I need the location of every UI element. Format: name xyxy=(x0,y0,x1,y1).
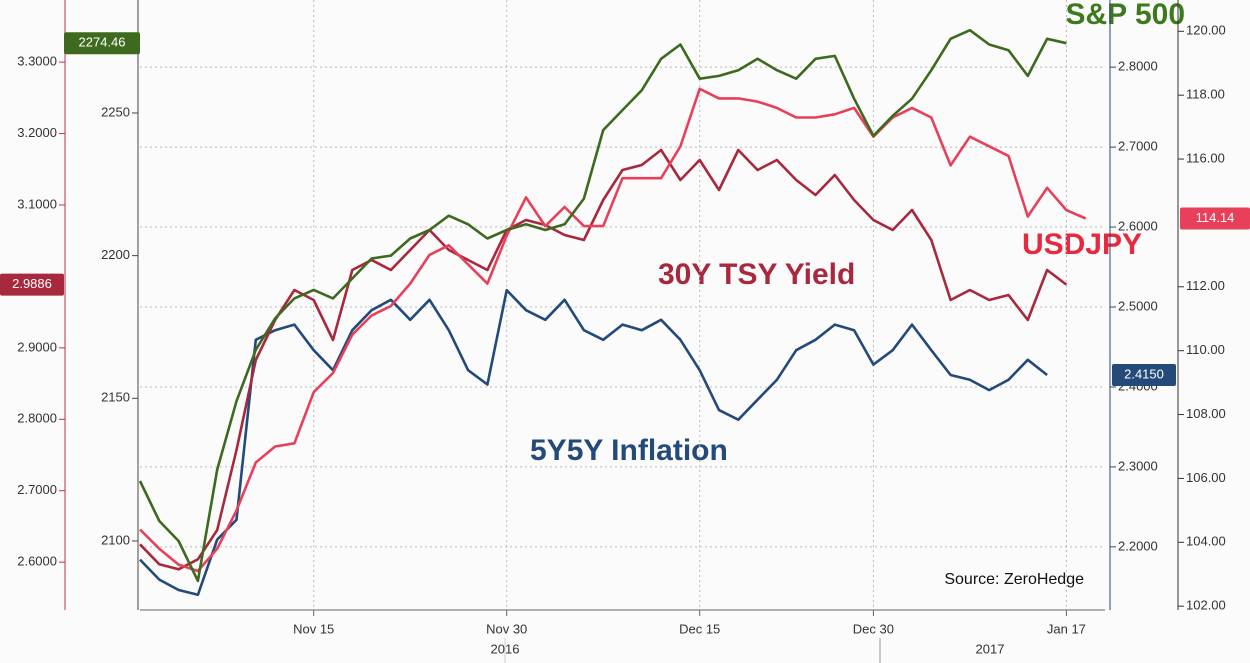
y-tick-label: 106.00 xyxy=(1186,470,1226,485)
y-tick-label: 104.00 xyxy=(1186,534,1226,549)
y-tick-label: 2.7000 xyxy=(1118,139,1158,154)
last-value-label: 2.9886 xyxy=(12,276,52,291)
y-tick-label: 2250 xyxy=(101,104,130,119)
year-label: 2017 xyxy=(976,641,1005,656)
y-tick-label: 110.00 xyxy=(1186,342,1225,357)
series-line xyxy=(139,87,1087,573)
y-tick-label: 3.1000 xyxy=(17,196,57,211)
source: Source: ZeroHedge xyxy=(944,571,1084,588)
last-value-box xyxy=(0,273,64,296)
y-tick-label: 2.7000 xyxy=(17,482,57,497)
series-label: USDJPY xyxy=(1022,228,1142,261)
y-tick-label: 2.3000 xyxy=(1118,458,1158,473)
last-value-label: 2.4150 xyxy=(1124,366,1164,381)
series-line xyxy=(139,148,1068,571)
x-tick-label: Nov 15 xyxy=(293,621,334,636)
y-tick-label: 3.2000 xyxy=(17,125,57,140)
last-value-box xyxy=(1112,363,1176,386)
y-tick-label: 3.3000 xyxy=(17,54,57,69)
y-tick-label: 120.00 xyxy=(1186,23,1226,38)
last-value-label: 2274.46 xyxy=(79,35,126,50)
y-tick-label: 2.6000 xyxy=(17,554,57,569)
series-label: S&P 500 xyxy=(1065,0,1185,31)
y-tick-label: 2.9000 xyxy=(17,339,57,354)
y-tick-label: 108.00 xyxy=(1186,406,1226,421)
x-tick-label: Jan 17 xyxy=(1047,621,1086,636)
series-label: 5Y5Y Inflation xyxy=(530,434,728,467)
last-value-box xyxy=(64,32,140,55)
y-tick-label: 102.00 xyxy=(1186,598,1226,613)
series-line xyxy=(139,288,1048,597)
y-tick-label: 2100 xyxy=(101,532,130,547)
series-label: 30Y TSY Yield xyxy=(658,258,855,291)
y-tick-label: 116.00 xyxy=(1186,150,1225,165)
y-tick-label: 2.8000 xyxy=(17,411,57,426)
y-tick-label: 2.8000 xyxy=(1118,59,1158,74)
y-tick-label: 2200 xyxy=(101,247,130,262)
x-tick-label: Nov 30 xyxy=(486,621,527,636)
series-line xyxy=(138,28,1067,583)
lines xyxy=(138,28,1087,597)
y-tick-label: 118.00 xyxy=(1186,87,1225,102)
y-tick-label: 2.6000 xyxy=(1118,218,1158,233)
last-value-label: 114.14 xyxy=(1196,210,1235,225)
y-tick-label: 2.5000 xyxy=(1118,298,1158,313)
y-tick-label: 2.2000 xyxy=(1118,538,1158,553)
y-tick-label: 112.00 xyxy=(1186,278,1225,293)
y-tick-label: 2150 xyxy=(101,390,130,405)
last-value-box xyxy=(1180,207,1250,230)
grid xyxy=(140,0,1105,610)
x-tick-label: Dec 30 xyxy=(853,621,894,636)
x-tick-label: Dec 15 xyxy=(679,621,720,636)
